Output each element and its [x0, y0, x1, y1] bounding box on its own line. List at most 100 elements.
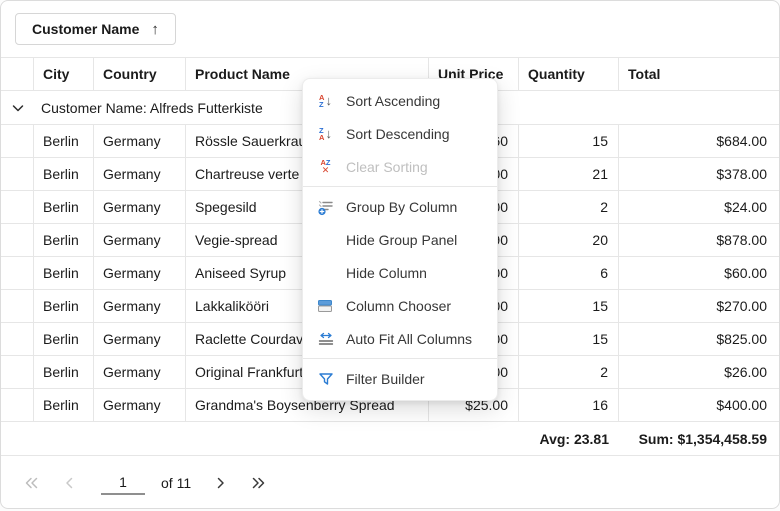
menu-item-label: Clear Sorting [346, 158, 428, 175]
header-total[interactable]: Total [628, 66, 661, 82]
summary-spacer [34, 422, 94, 455]
menu-item-group-by-column[interactable]: Group By Column [303, 190, 497, 223]
cell-country[interactable]: Germany [94, 191, 186, 223]
row-expand-spacer [1, 224, 34, 256]
menu-item-sort-ascending[interactable]: A Z ↓ Sort Ascending [303, 84, 497, 117]
row-expand-spacer [1, 257, 34, 289]
menu-item-label: Auto Fit All Columns [346, 330, 473, 347]
summary-row: Avg: 23.81 Sum: $1,354,458.59 [1, 422, 779, 456]
page-number-input[interactable] [101, 471, 145, 495]
cell-city[interactable]: Berlin [34, 125, 94, 157]
cell-city[interactable]: Berlin [34, 323, 94, 355]
cell-total[interactable]: $26.00 [724, 364, 767, 380]
first-page-button[interactable] [17, 468, 47, 498]
menu-item-label: Hide Group Panel [346, 231, 458, 248]
cell-total[interactable]: $378.00 [716, 166, 767, 182]
sort-descending-icon: Z A ↓ [319, 125, 332, 142]
sort-ascending-icon: A Z ↓ [319, 92, 332, 109]
summary-spacer [186, 422, 429, 455]
no-icon-spacer [315, 264, 336, 282]
double-chevron-left-icon [25, 477, 38, 489]
cell-quantity[interactable]: 16 [519, 389, 619, 421]
header-country[interactable]: Country [94, 58, 186, 90]
cell-city[interactable]: Berlin [34, 356, 94, 388]
cell-total[interactable]: $60.00 [724, 265, 767, 281]
pager: of 11 [1, 456, 779, 508]
next-page-button[interactable] [205, 468, 235, 498]
header-city[interactable]: City [34, 58, 94, 90]
menu-item-label: Sort Ascending [346, 92, 441, 109]
cell-total[interactable]: $878.00 [716, 232, 767, 248]
row-expand-spacer [1, 158, 34, 190]
cell-product[interactable]: Grandma's Boysenberry Spread [186, 389, 429, 421]
group-panel[interactable]: Customer Name ↑ [1, 1, 779, 58]
cell-country[interactable]: Germany [94, 257, 186, 289]
group-by-column-icon [315, 198, 336, 216]
clear-sorting-icon: A Z ✕ [320, 157, 331, 175]
cell-country[interactable]: Germany [94, 224, 186, 256]
cell-country[interactable]: Germany [94, 158, 186, 190]
cell-total[interactable]: $24.00 [724, 199, 767, 215]
cell-country[interactable]: Germany [94, 125, 186, 157]
cell-city[interactable]: Berlin [34, 158, 94, 190]
row-expand-spacer [1, 323, 34, 355]
cell-quantity[interactable]: 6 [519, 257, 619, 289]
cell-quantity[interactable]: 15 [519, 290, 619, 322]
header-product-name[interactable]: Product Name [186, 58, 429, 90]
cell-quantity[interactable]: 15 [519, 125, 619, 157]
menu-item-sort-descending[interactable]: Z A ↓ Sort Descending [303, 117, 497, 150]
cell-country[interactable]: Germany [94, 290, 186, 322]
group-chip-label: Customer Name [32, 21, 140, 37]
cell-quantity[interactable]: 2 [519, 191, 619, 223]
menu-item-label: Filter Builder [346, 370, 425, 387]
menu-item-hide-group-panel[interactable]: Hide Group Panel [303, 223, 497, 256]
menu-item-label: Hide Column [346, 264, 427, 281]
double-chevron-right-icon [252, 477, 265, 489]
cell-city[interactable]: Berlin [34, 290, 94, 322]
menu-item-filter-builder[interactable]: Filter Builder [303, 362, 497, 395]
cell-country[interactable]: Germany [94, 323, 186, 355]
group-chip-customer-name[interactable]: Customer Name ↑ [15, 13, 176, 45]
cell-quantity[interactable]: 20 [519, 224, 619, 256]
cell-country[interactable]: Germany [94, 356, 186, 388]
cell-city[interactable]: Berlin [34, 191, 94, 223]
cell-total[interactable]: $270.00 [716, 298, 767, 314]
summary-sum-total: Sum: $1,354,458.59 [638, 430, 767, 447]
collapse-group-button[interactable] [1, 100, 34, 116]
chevron-left-icon [66, 477, 73, 489]
filter-builder-icon [315, 370, 336, 388]
menu-separator [303, 186, 497, 187]
cell-total[interactable]: $825.00 [716, 331, 767, 347]
cell-city[interactable]: Berlin [34, 389, 94, 421]
last-page-button[interactable] [243, 468, 273, 498]
no-icon-spacer [315, 231, 336, 249]
auto-fit-columns-icon [315, 330, 336, 348]
menu-separator [303, 358, 497, 359]
menu-item-auto-fit-all-columns[interactable]: Auto Fit All Columns [303, 322, 497, 355]
cell-quantity[interactable]: 21 [519, 158, 619, 190]
previous-page-button[interactable] [55, 468, 85, 498]
menu-item-hide-column[interactable]: Hide Column [303, 256, 497, 289]
chevron-down-icon [12, 104, 23, 111]
menu-item-label: Sort Descending [346, 125, 450, 142]
cell-total[interactable]: $400.00 [716, 397, 767, 413]
row-expand-spacer [1, 389, 34, 421]
header-quantity[interactable]: Quantity [519, 58, 619, 90]
cell-total[interactable]: $684.00 [716, 133, 767, 149]
cell-city[interactable]: Berlin [34, 224, 94, 256]
menu-item-column-chooser[interactable]: Column Chooser [303, 289, 497, 322]
group-row-label: Customer Name: Alfreds Futterkiste [41, 99, 263, 116]
row-expand-spacer [1, 290, 34, 322]
sort-ascending-arrow-icon: ↑ [151, 20, 159, 38]
cell-country[interactable]: Germany [94, 389, 186, 421]
cell-city[interactable]: Berlin [34, 257, 94, 289]
chevron-right-icon [217, 477, 224, 489]
menu-item-label: Group By Column [346, 198, 458, 215]
row-expand-spacer [1, 191, 34, 223]
summary-spacer [1, 422, 34, 455]
row-expand-spacer [1, 356, 34, 388]
cell-unit-price[interactable]: $25.00 [429, 389, 519, 421]
cell-quantity[interactable]: 15 [519, 323, 619, 355]
cell-quantity[interactable]: 2 [519, 356, 619, 388]
